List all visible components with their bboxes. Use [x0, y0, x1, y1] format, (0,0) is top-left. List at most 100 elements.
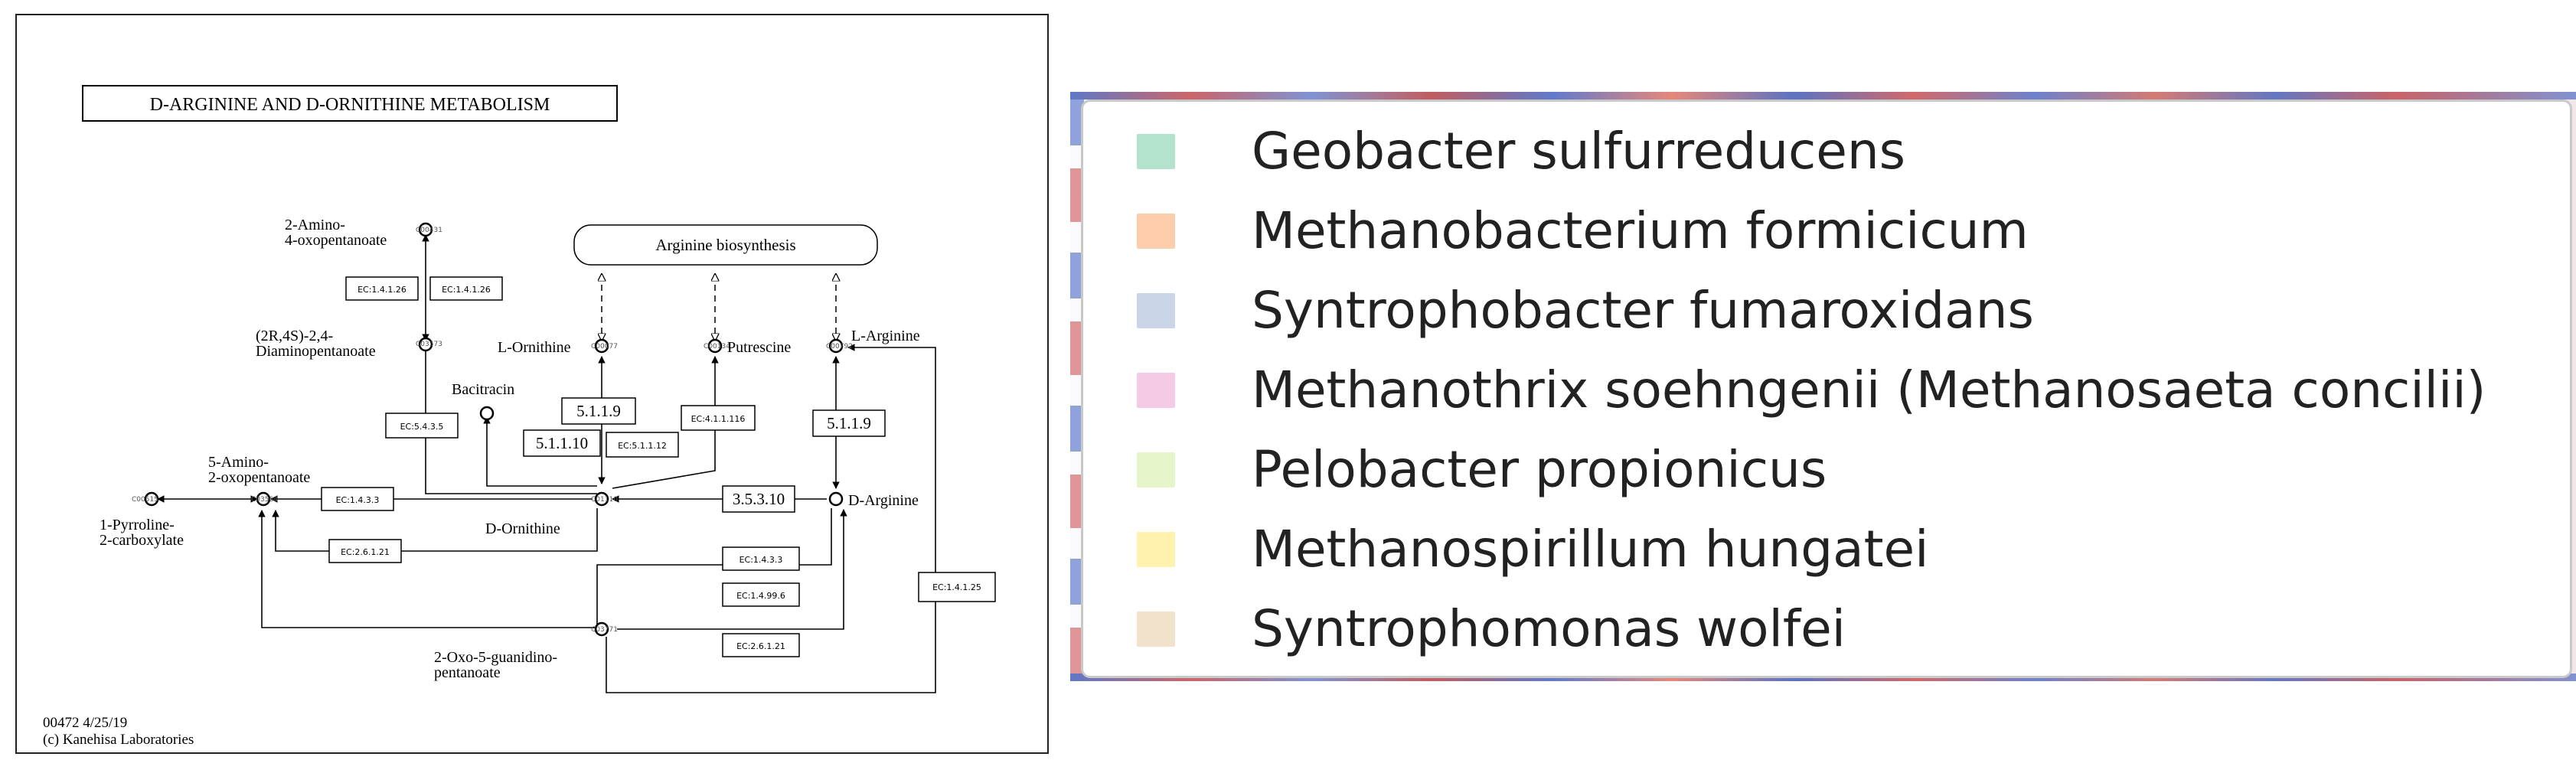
- legend-label: Syntrophomonas wolfei: [1252, 599, 1846, 658]
- legend-swatch: [1137, 452, 1175, 488]
- node-bacitracin: [479, 406, 495, 421]
- svg-text:EC:1.4.1.25: EC:1.4.1.25: [932, 582, 981, 592]
- legend-swatch: [1137, 214, 1175, 249]
- svg-text:EC:4.1.1.116: EC:4.1.1.116: [691, 414, 746, 424]
- legend-item: Methanothrix soehngenii (Methanosaeta co…: [1137, 356, 2486, 425]
- label-5-amino-line2: 2-oxopentanoate: [208, 469, 310, 486]
- label-pyrroline-line1: 1-Pyrroline-: [100, 517, 175, 533]
- enzyme-e10[interactable]: 3.5.3.10: [722, 485, 795, 513]
- enzyme-e3[interactable]: EC:5.4.3.5: [385, 413, 459, 439]
- node-5-amino-2-oxopentanoate: [256, 491, 271, 507]
- svg-text:EC:1.4.3.3: EC:1.4.3.3: [336, 495, 380, 505]
- legend-swatch: [1137, 134, 1175, 169]
- enzyme-e13[interactable]: EC:1.4.99.6: [722, 582, 800, 607]
- node-d-ornithine: [594, 491, 609, 507]
- svg-text:3.5.3.10: 3.5.3.10: [733, 490, 785, 508]
- enzyme-boxes: EC:1.4.1.26 EC:1.4.1.26 EC:5.4.3.5 5.1.1…: [321, 276, 996, 657]
- node-oxo-guanidino-pentanoate: [594, 621, 609, 637]
- compound-labels: 2-Amino- 4-oxopentanoate (2R,4S)-2,4- Di…: [100, 217, 920, 681]
- legend-swatch: [1137, 373, 1175, 408]
- svg-text:C00431: C00431: [416, 227, 442, 234]
- species-legend: Geobacter sulfurreducens Methanobacterium…: [1081, 99, 2572, 678]
- compound-nodes: [144, 222, 844, 637]
- label-bacitracin: Bacitracin: [452, 381, 514, 398]
- label-pyrroline-line2: 2-carboxylate: [100, 532, 184, 549]
- svg-text:C00077: C00077: [591, 343, 618, 351]
- enzyme-e1[interactable]: EC:1.4.1.26: [345, 276, 419, 301]
- compound-id-labels: C00431 C03573 C00077 C00134 C00792 C0111…: [132, 227, 853, 634]
- svg-text:EC:1.4.1.26: EC:1.4.1.26: [442, 285, 491, 295]
- svg-text:EC:5.4.3.5: EC:5.4.3.5: [400, 422, 444, 432]
- pathway-diagram: D-ARGININE AND D-ORNITHINE METABOLISM Ar…: [43, 85, 996, 748]
- svg-text:C01110: C01110: [591, 496, 618, 504]
- node-pyrroline-carboxylate: [144, 491, 159, 507]
- node-l-ornithine: [594, 338, 609, 354]
- legend-item: Geobacter sulfurreducens: [1137, 117, 1905, 186]
- legend-item: Methanobacterium formicicum: [1137, 197, 2029, 266]
- enzyme-e14[interactable]: EC:2.6.1.21: [722, 633, 800, 657]
- legend-item: Syntrophomonas wolfei: [1137, 595, 1846, 664]
- label-putrescine: Putrescine: [727, 339, 791, 356]
- legend-item: Pelobacter propionicus: [1137, 435, 1827, 504]
- label-d-arginine: D-Arginine: [848, 492, 919, 509]
- node-2-amino-4-oxopentanoate: [418, 222, 433, 237]
- label-l-arginine: L-Arginine: [851, 328, 920, 344]
- label-2-amino-line2: 4-oxopentanoate: [285, 232, 387, 249]
- enzyme-e7[interactable]: EC:4.1.1.116: [681, 405, 756, 431]
- label-oxo-guanidino-line2: pentanoate: [434, 664, 501, 681]
- legend-label: Methanobacterium formicicum: [1252, 201, 2029, 260]
- legend-swatch: [1137, 293, 1175, 328]
- linked-map-arginine-biosynthesis[interactable]: [573, 224, 878, 266]
- svg-text:C00515: C00515: [132, 496, 158, 504]
- legend-label: Methanospirillum hungatei: [1252, 520, 1929, 579]
- node-l-arginine: [828, 338, 844, 354]
- diagram-title-box: [82, 85, 618, 122]
- svg-text:5.1.1.10: 5.1.1.10: [536, 434, 588, 452]
- label-5-amino-line1: 5-Amino-: [208, 454, 269, 471]
- svg-text:C03564: C03564: [251, 496, 278, 504]
- map-link-edges: [602, 274, 836, 341]
- svg-text:EC:1.4.3.3: EC:1.4.3.3: [739, 555, 783, 565]
- svg-text:C03573: C03573: [416, 341, 442, 348]
- enzyme-e8[interactable]: 5.1.1.9: [812, 409, 886, 437]
- svg-text:EC:2.6.1.21: EC:2.6.1.21: [341, 547, 390, 557]
- enzyme-e15[interactable]: EC:1.4.1.25: [918, 572, 996, 602]
- enzyme-e12[interactable]: EC:1.4.3.3: [722, 546, 800, 571]
- node-putrescine: [707, 338, 723, 354]
- svg-text:EC:5.1.1.12: EC:5.1.1.12: [618, 441, 667, 451]
- legend-item: Methanospirillum hungatei: [1137, 515, 1928, 584]
- copyright-credit: (c) Kanehisa Laboratories: [43, 732, 194, 748]
- svg-text:C00792: C00792: [826, 343, 853, 351]
- legend-label: Pelobacter propionicus: [1252, 440, 1827, 499]
- legend-swatch: [1137, 612, 1175, 647]
- linked-map-label: Arginine biosynthesis: [655, 236, 795, 254]
- enzyme-e11[interactable]: EC:2.6.1.21: [328, 539, 402, 563]
- enzyme-e2[interactable]: EC:1.4.1.26: [429, 276, 503, 301]
- svg-text:EC:1.4.1.26: EC:1.4.1.26: [358, 285, 406, 295]
- label-diaminopentanoate-line1: (2R,4S)-2,4-: [256, 328, 333, 344]
- map-reference: 00472 4/25/19: [43, 715, 127, 731]
- label-l-ornithine: L-Ornithine: [498, 339, 571, 356]
- legend-swatch: [1137, 532, 1175, 567]
- node-diaminopentanoate: [418, 337, 433, 352]
- label-diaminopentanoate-line2: Diaminopentanoate: [256, 343, 376, 360]
- svg-text:5.1.1.9: 5.1.1.9: [827, 414, 871, 432]
- legend-item: Syntrophobacter fumaroxidans: [1137, 276, 2034, 345]
- pathway-map-panel: D-ARGININE AND D-ORNITHINE METABOLISM Ar…: [15, 14, 1049, 754]
- enzyme-e5[interactable]: 5.1.1.10: [523, 429, 601, 457]
- enzyme-e4[interactable]: 5.1.1.9: [561, 397, 636, 425]
- label-d-ornithine: D-Ornithine: [485, 520, 560, 537]
- legend-label: Geobacter sulfurreducens: [1252, 122, 1906, 181]
- enzyme-e9[interactable]: EC:1.4.3.3: [321, 487, 394, 511]
- legend-label: Syntrophobacter fumaroxidans: [1252, 281, 2034, 340]
- svg-text:5.1.1.9: 5.1.1.9: [576, 402, 621, 420]
- legend-label: Methanothrix soehngenii (Methanosaeta co…: [1252, 360, 2486, 419]
- diagram-title: D-ARGININE AND D-ORNITHINE METABOLISM: [150, 95, 550, 115]
- reaction-edges: [157, 234, 936, 693]
- enzyme-e6[interactable]: EC:5.1.1.12: [606, 432, 679, 458]
- svg-text:EC:2.6.1.21: EC:2.6.1.21: [736, 641, 785, 651]
- label-2-amino-line1: 2-Amino-: [285, 217, 345, 233]
- svg-text:C03771: C03771: [591, 626, 618, 634]
- node-d-arginine: [828, 491, 844, 507]
- label-oxo-guanidino-line1: 2-Oxo-5-guanidino-: [434, 649, 557, 666]
